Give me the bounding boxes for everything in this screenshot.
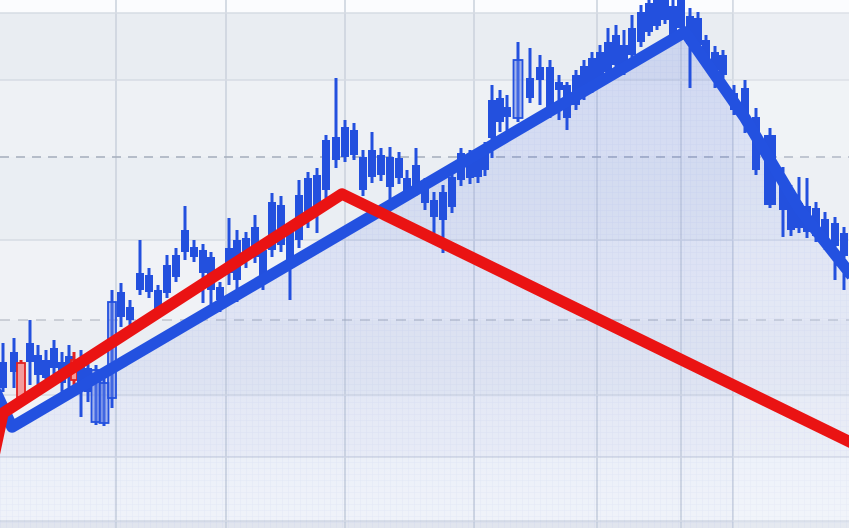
candle-body xyxy=(268,202,276,250)
candle-body xyxy=(430,200,438,217)
red-trendline xyxy=(0,188,849,455)
candle-body xyxy=(216,287,224,300)
background-row xyxy=(0,0,849,13)
candle-body xyxy=(199,250,207,273)
candle-body xyxy=(377,155,385,175)
candle-body xyxy=(42,360,50,378)
candle-body xyxy=(637,12,645,42)
candle-body xyxy=(26,343,34,362)
candle-body xyxy=(536,67,544,80)
candle-body xyxy=(779,183,787,210)
candle-body xyxy=(136,273,144,290)
candle-body xyxy=(10,352,18,372)
area-fill-texture xyxy=(0,32,849,528)
candle-body xyxy=(555,82,563,90)
candle-body xyxy=(488,100,496,138)
red-trendline-path xyxy=(0,188,849,455)
candle-body xyxy=(588,58,596,88)
candle-body xyxy=(694,18,702,45)
candle-body xyxy=(359,157,367,190)
candle-body xyxy=(448,177,456,207)
candle-body xyxy=(117,292,125,317)
candle-body xyxy=(831,223,839,246)
candle-body xyxy=(645,3,653,32)
candle-body xyxy=(172,255,180,277)
right-light-column xyxy=(733,0,849,528)
candle-body xyxy=(395,158,403,178)
candle-body xyxy=(512,59,524,119)
candle-body xyxy=(661,0,669,20)
candle-body xyxy=(259,250,267,283)
candle-body xyxy=(332,137,340,160)
candle-body xyxy=(145,275,153,292)
candle-body xyxy=(313,175,321,210)
candle-body xyxy=(242,238,250,260)
candle-body xyxy=(421,185,429,203)
candle-body xyxy=(711,52,719,70)
candle-body xyxy=(286,232,294,262)
candle-body xyxy=(154,290,162,310)
candle-body xyxy=(163,265,171,293)
candle-body xyxy=(596,52,604,80)
candle-body xyxy=(481,145,489,170)
candle-body xyxy=(496,98,504,122)
candle-body xyxy=(628,28,636,55)
candle-body xyxy=(277,205,285,245)
candle-body xyxy=(439,192,447,220)
candle-body xyxy=(466,158,474,178)
candle-body xyxy=(787,190,795,230)
candle-body xyxy=(251,227,259,257)
blue-trendline-path xyxy=(0,26,849,433)
candle-body xyxy=(350,130,358,155)
candle-body xyxy=(653,0,661,26)
candle-body xyxy=(821,219,829,238)
candle-body xyxy=(620,45,628,70)
candle-body xyxy=(412,165,420,190)
candle-body xyxy=(604,42,612,72)
candle-body xyxy=(669,6,677,35)
candle-body xyxy=(368,150,376,177)
candle-body xyxy=(474,157,482,177)
candle-body xyxy=(546,67,554,107)
candle-body xyxy=(612,35,620,65)
candle-body xyxy=(403,178,411,195)
candle-body xyxy=(190,247,198,257)
candle-body xyxy=(741,88,749,118)
candle-body xyxy=(677,0,685,28)
candle-body xyxy=(304,178,312,220)
candle-body xyxy=(50,348,58,368)
candle-body xyxy=(98,382,110,424)
candle-body xyxy=(526,78,534,98)
light-column-overlay xyxy=(733,0,849,528)
candle-body xyxy=(0,362,7,388)
candle-body xyxy=(719,55,727,75)
blue-trendline xyxy=(0,26,849,433)
candle-body xyxy=(341,127,349,157)
candle-body xyxy=(503,107,511,117)
candle-body xyxy=(840,233,848,256)
candle-body xyxy=(322,140,330,190)
candle-body xyxy=(702,40,710,60)
candle-body xyxy=(77,362,85,382)
candle-body xyxy=(181,230,189,252)
candle-body xyxy=(580,66,588,95)
trend-area-fill xyxy=(0,32,849,528)
candle-body xyxy=(34,355,42,375)
candle-body xyxy=(386,157,394,187)
candle-body-red xyxy=(16,362,26,398)
candle-body xyxy=(126,307,134,320)
